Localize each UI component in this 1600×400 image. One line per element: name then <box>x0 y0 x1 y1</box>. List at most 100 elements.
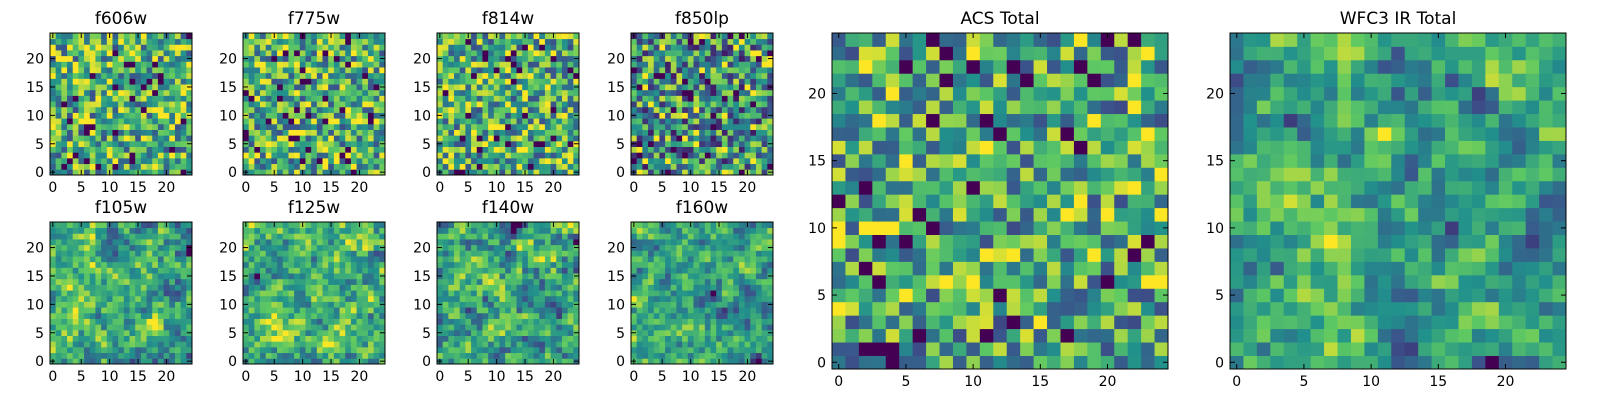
heatmap-cell <box>322 78 329 85</box>
heatmap-cell <box>362 261 369 268</box>
heatmap-cell <box>254 341 261 348</box>
heatmap-cell <box>112 358 119 365</box>
heatmap-cell <box>755 358 763 365</box>
heatmap-cell <box>465 256 472 263</box>
heatmap-cell <box>631 101 638 108</box>
heatmap-cell <box>316 346 323 354</box>
heatmap-cell <box>362 290 369 297</box>
heatmap-cell <box>561 72 569 79</box>
heatmap-cell <box>305 227 312 234</box>
heatmap-cell <box>180 38 187 45</box>
heatmap-cell <box>676 324 683 331</box>
heatmap-cell <box>169 244 176 251</box>
heatmap-cell <box>687 341 694 348</box>
heatmap-cell <box>350 33 357 40</box>
heatmap-cell <box>636 157 643 165</box>
heatmap-cell <box>738 341 745 348</box>
heatmap-cell <box>561 38 569 45</box>
heatmap-cell <box>510 290 517 297</box>
heatmap-cell <box>527 227 534 234</box>
heatmap-cell <box>140 106 147 113</box>
heatmap-cell <box>146 256 153 263</box>
heatmap-cell <box>510 44 517 51</box>
heatmap-cell <box>333 44 340 51</box>
heatmap-cell <box>573 146 580 153</box>
heatmap-cell <box>169 89 176 96</box>
heatmap-cell <box>339 67 346 74</box>
heatmap-cell <box>294 135 301 142</box>
heatmap-cell <box>152 140 159 147</box>
heatmap-cell <box>527 84 534 91</box>
heatmap-cell <box>129 244 136 251</box>
heatmap-cell <box>106 267 113 274</box>
heatmap-cell <box>699 341 706 348</box>
heatmap-cell <box>72 129 79 136</box>
heatmap-cell <box>442 72 449 79</box>
heatmap-cell <box>260 72 267 79</box>
heatmap-cell <box>636 358 643 365</box>
heatmap-cell <box>299 278 306 285</box>
heatmap-cell <box>687 318 694 325</box>
heatmap-cell <box>636 284 643 291</box>
heatmap-cell <box>72 267 79 274</box>
heatmap-cell <box>505 157 512 165</box>
heatmap-cell <box>123 157 130 165</box>
heatmap-cell <box>118 38 125 45</box>
heatmap-cell <box>294 244 301 251</box>
heatmap-cell <box>243 227 250 234</box>
heatmap-cell <box>106 301 113 308</box>
heatmap-cell <box>260 169 267 176</box>
heatmap-cell <box>316 101 323 108</box>
heatmap-cell <box>755 284 763 291</box>
heatmap-cell <box>465 118 472 125</box>
heatmap-cell <box>482 67 489 74</box>
heatmap-cell <box>89 329 96 336</box>
heatmap-cell <box>761 44 768 51</box>
heatmap-cell <box>687 301 694 308</box>
heatmap-cell <box>476 44 483 51</box>
heatmap-cell <box>350 38 357 45</box>
y-tick-label: 0 <box>422 165 431 181</box>
heatmap-cell <box>277 301 284 308</box>
heatmap-cell <box>311 84 318 91</box>
heatmap-cell <box>265 163 272 170</box>
heatmap-cell <box>135 95 142 102</box>
heatmap-cell <box>67 239 74 246</box>
heatmap-cell <box>704 129 711 136</box>
heatmap-cell <box>659 295 666 302</box>
heatmap-cell <box>567 352 574 359</box>
heatmap-cell <box>648 307 655 314</box>
heatmap-cell <box>61 312 68 319</box>
heatmap-cell <box>567 33 574 40</box>
heatmap-cell <box>471 312 478 319</box>
heatmap-cell <box>733 84 740 91</box>
heatmap-cell <box>67 358 74 365</box>
heatmap-cell <box>704 169 711 176</box>
heatmap-cell <box>186 50 193 57</box>
heatmap-cell <box>471 341 478 348</box>
heatmap-cell <box>135 72 142 79</box>
heatmap-cell <box>67 146 74 153</box>
heatmap-cell <box>556 106 563 113</box>
heatmap-cell <box>152 67 159 74</box>
heatmap-cell <box>471 101 478 108</box>
heatmap-cell <box>186 123 193 130</box>
heatmap-cell <box>112 157 119 165</box>
heatmap-cell <box>505 50 512 57</box>
heatmap-cell <box>499 50 506 57</box>
heatmap-cell <box>277 152 284 159</box>
heatmap-cell <box>379 135 386 142</box>
heatmap-cell <box>333 295 340 302</box>
heatmap-cell <box>55 129 62 136</box>
heatmap-cell <box>522 301 529 308</box>
heatmap-cell <box>471 106 478 113</box>
heatmap-cell <box>248 256 255 263</box>
heatmap-cell <box>305 324 312 331</box>
heatmap-cell <box>67 284 74 291</box>
heatmap-cell <box>750 67 757 74</box>
heatmap-cell <box>61 67 68 74</box>
heatmap-cell <box>499 284 506 291</box>
heatmap-cell <box>665 44 672 51</box>
heatmap-cell <box>135 44 142 51</box>
heatmap-cell <box>482 84 489 91</box>
